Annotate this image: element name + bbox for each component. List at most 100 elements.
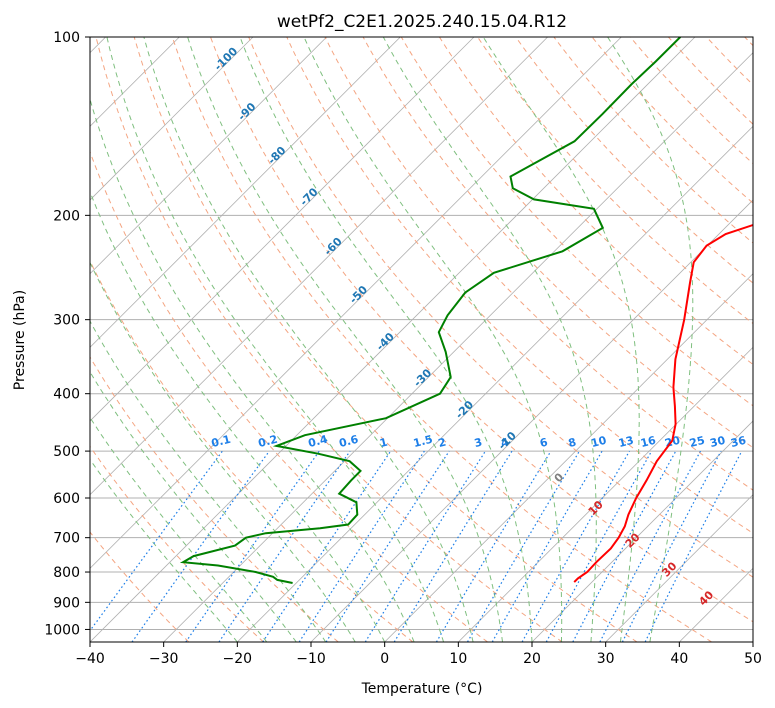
mixing-ratio-label: 13	[617, 434, 635, 450]
dry-adiabat	[248, 37, 753, 578]
axes: −40 −30 −20 −10 0 10 20 30 40 5010020030040050060…	[44, 30, 762, 667]
dry-adiabat	[744, 37, 753, 47]
chart-title: wetPf2_C2E1.2025.240.15.04.R12	[277, 12, 567, 32]
dry-adiabat-label: 10	[586, 498, 606, 518]
mixing-ratio-label: 0.1	[210, 433, 232, 450]
mixing-ratio-label: 10	[590, 434, 608, 450]
moist-adiabat	[90, 370, 297, 642]
isotherm-label: -50	[347, 283, 370, 306]
mixing-ratio-label: 4	[500, 435, 511, 450]
dry-adiabat	[90, 259, 414, 642]
y-tick-label: 900	[53, 595, 80, 611]
isotherm-gridline	[237, 125, 753, 642]
x-tick-label: 50	[744, 651, 762, 667]
moist-adiabat	[90, 416, 268, 642]
moist-adiabat	[90, 320, 327, 642]
mixing-ratio-line	[325, 450, 450, 642]
dry-adiabat	[770, 24, 775, 642]
mixing-ratio-label: 1	[378, 436, 389, 450]
x-tick-label: −10	[296, 651, 326, 667]
isotherm-gridline	[531, 420, 753, 642]
x-tick-label: 30	[597, 651, 615, 667]
isotherm-gridline	[752, 641, 753, 642]
mixing-ratio-line	[364, 450, 486, 642]
mixing-ratio-label: 25	[688, 434, 706, 450]
plot-frame	[89, 36, 754, 643]
mixing-ratio-label: 8	[567, 436, 578, 450]
y-tick-label: 1000	[44, 622, 80, 638]
isotherm-label: -30	[411, 366, 434, 389]
dry-adiabat-label: 40	[696, 588, 716, 608]
dry-adiabat	[400, 37, 753, 407]
dry-adiabat	[90, 150, 488, 642]
mixing-ratio-line	[262, 450, 392, 642]
isotherm-gridline	[90, 37, 254, 201]
x-axis-title: Temperature (°C)	[361, 681, 483, 697]
dry-adiabat	[705, 37, 753, 86]
y-tick-label: 300	[53, 313, 80, 329]
isotherm-gridline	[90, 37, 622, 569]
x-tick-label: 10	[449, 651, 467, 667]
isotherm-gridline	[90, 37, 548, 496]
temperature-profile-line	[573, 223, 753, 583]
dry-adiabat	[477, 37, 753, 325]
mixing-ratio-label: 0.4	[307, 433, 329, 450]
dry-adiabat	[95, 37, 563, 642]
mixing-ratio-label: 36	[729, 434, 747, 450]
dewpoint-profile-line	[179, 37, 682, 584]
moist-adiabat	[303, 37, 563, 642]
y-tick-label: 100	[53, 30, 80, 46]
isotherm-label: -20	[453, 398, 476, 421]
moist-adiabat	[143, 37, 474, 642]
moist-adiabat	[90, 458, 238, 642]
mixing-ratio-line	[621, 450, 722, 642]
mixing-ratio-line	[644, 450, 743, 642]
x-tick-label: −20	[223, 651, 253, 667]
isotherm-label: -10	[496, 429, 519, 452]
mixing-ratio-line	[131, 450, 270, 642]
moist-adiabat	[239, 37, 533, 642]
dry-adiabat	[324, 37, 753, 491]
dry-adiabat	[667, 37, 753, 125]
mixing-ratio-line	[521, 450, 631, 642]
moist-adiabat	[482, 37, 640, 642]
mixing-ratio-line	[572, 450, 677, 642]
x-tick-label: 20	[523, 651, 541, 667]
moist-adiabat	[90, 261, 356, 642]
mixing-ratio-label: 2	[437, 436, 448, 450]
mixing-ratio-line	[298, 450, 425, 642]
y-tick-label: 600	[53, 491, 80, 507]
isotherm-gridline	[90, 37, 696, 642]
isotherm-gridline	[90, 37, 327, 275]
isotherm-gridline	[605, 494, 753, 642]
y-tick-label: 500	[53, 444, 80, 460]
isotherm-label: -70	[297, 185, 320, 208]
plot-area: 0.1 0.2 0.4 0.6 1 1.5 2 3 4 6 8 10 13 16 20 25 30 36-100-…	[90, 24, 775, 642]
x-tick-label: 0	[380, 651, 389, 667]
dry-adiabat	[438, 37, 753, 366]
isotherm-gridline	[384, 273, 753, 642]
moist-adiabat	[90, 190, 386, 642]
dry-adiabat	[90, 531, 190, 642]
y-tick-label: 400	[53, 387, 80, 403]
moist-adiabat	[607, 37, 694, 642]
mixing-ratio-label: 30	[709, 434, 727, 450]
mixing-ratio-label: 0.2	[257, 433, 279, 450]
isotherm-label: -100	[212, 44, 241, 73]
moist-adiabat	[106, 37, 445, 642]
y-axis-title: Pressure (hPa)	[12, 290, 28, 390]
mixing-ratio-label: 16	[639, 434, 657, 450]
mixing-ratio-label: 6	[538, 435, 549, 450]
x-tick-label: 40	[670, 651, 688, 667]
dry-adiabat	[133, 37, 638, 642]
isotherm-gridline	[163, 52, 753, 642]
moist-adiabat	[90, 97, 415, 642]
x-tick-label: −40	[75, 651, 105, 667]
mixing-ratio-line	[393, 450, 513, 642]
y-tick-label: 200	[53, 208, 80, 224]
isotherm-label: -80	[265, 144, 288, 167]
isotherm-gridline	[679, 567, 753, 642]
y-tick-label: 700	[53, 531, 80, 547]
isotherm-label: -40	[374, 330, 397, 353]
